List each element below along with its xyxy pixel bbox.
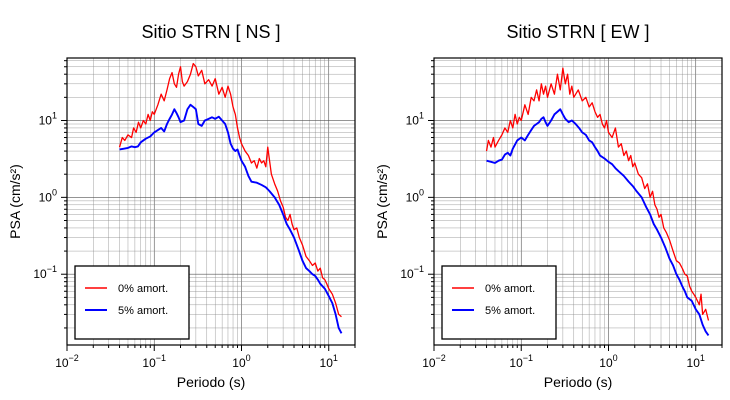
y-tick-label: 10−1 <box>33 264 57 281</box>
chart-title: Sitio STRN [ EW ] <box>506 22 649 42</box>
legend: 0% amort. 5% amort. <box>441 265 557 340</box>
y-tick-label: 10−1 <box>400 264 424 281</box>
x-tick-label: 10−2 <box>55 353 79 370</box>
x-tick-label: 10−1 <box>142 353 166 370</box>
x-tick-label: 101 <box>320 353 338 370</box>
chart-ns: 10−2 10−1 100 101 10−1 100 101 Sitio STRN [ NS … <box>7 22 356 390</box>
plot-frame <box>433 57 723 346</box>
legend-box <box>441 265 557 340</box>
legend-label: 0% amort. <box>118 283 168 295</box>
y-tick-label: 100 <box>406 187 424 204</box>
x-axis-label: Periodo (s) <box>177 374 245 390</box>
series-group <box>118 62 343 334</box>
x-tick-label: 101 <box>687 353 705 370</box>
legend-box <box>74 265 190 340</box>
legend-label: 5% amort. <box>118 305 168 317</box>
y-tick-label: 101 <box>39 110 57 127</box>
x-tick-label: 100 <box>599 353 617 370</box>
y-tick-label: 100 <box>39 187 57 204</box>
series-group <box>485 67 710 336</box>
x-tick-label: 10−1 <box>509 353 533 370</box>
series-line-undamped <box>118 62 342 318</box>
y-axis-label: PSA (cm/s²) <box>7 164 23 239</box>
legend-label: 0% amort. <box>485 283 535 295</box>
x-axis-label: Periodo (s) <box>544 374 612 390</box>
legend-label: 5% amort. <box>485 305 535 317</box>
x-tick-label: 10−2 <box>422 353 446 370</box>
y-tick-label: 101 <box>406 110 424 127</box>
series-line-undamped <box>485 67 710 321</box>
plot-frame <box>66 57 356 346</box>
grid <box>66 58 356 345</box>
x-tick-label: 100 <box>232 353 250 370</box>
series-line-damped <box>486 108 710 336</box>
chart-ew: 10−2 10−1 100 101 10−1 100 101 Sitio STRN [ EW … <box>374 22 723 390</box>
legend: 0% amort. 5% amort. <box>74 265 190 340</box>
chart-title: Sitio STRN [ NS ] <box>141 22 280 42</box>
series-line-damped <box>119 103 343 334</box>
y-axis-label: PSA (cm/s²) <box>374 164 390 239</box>
